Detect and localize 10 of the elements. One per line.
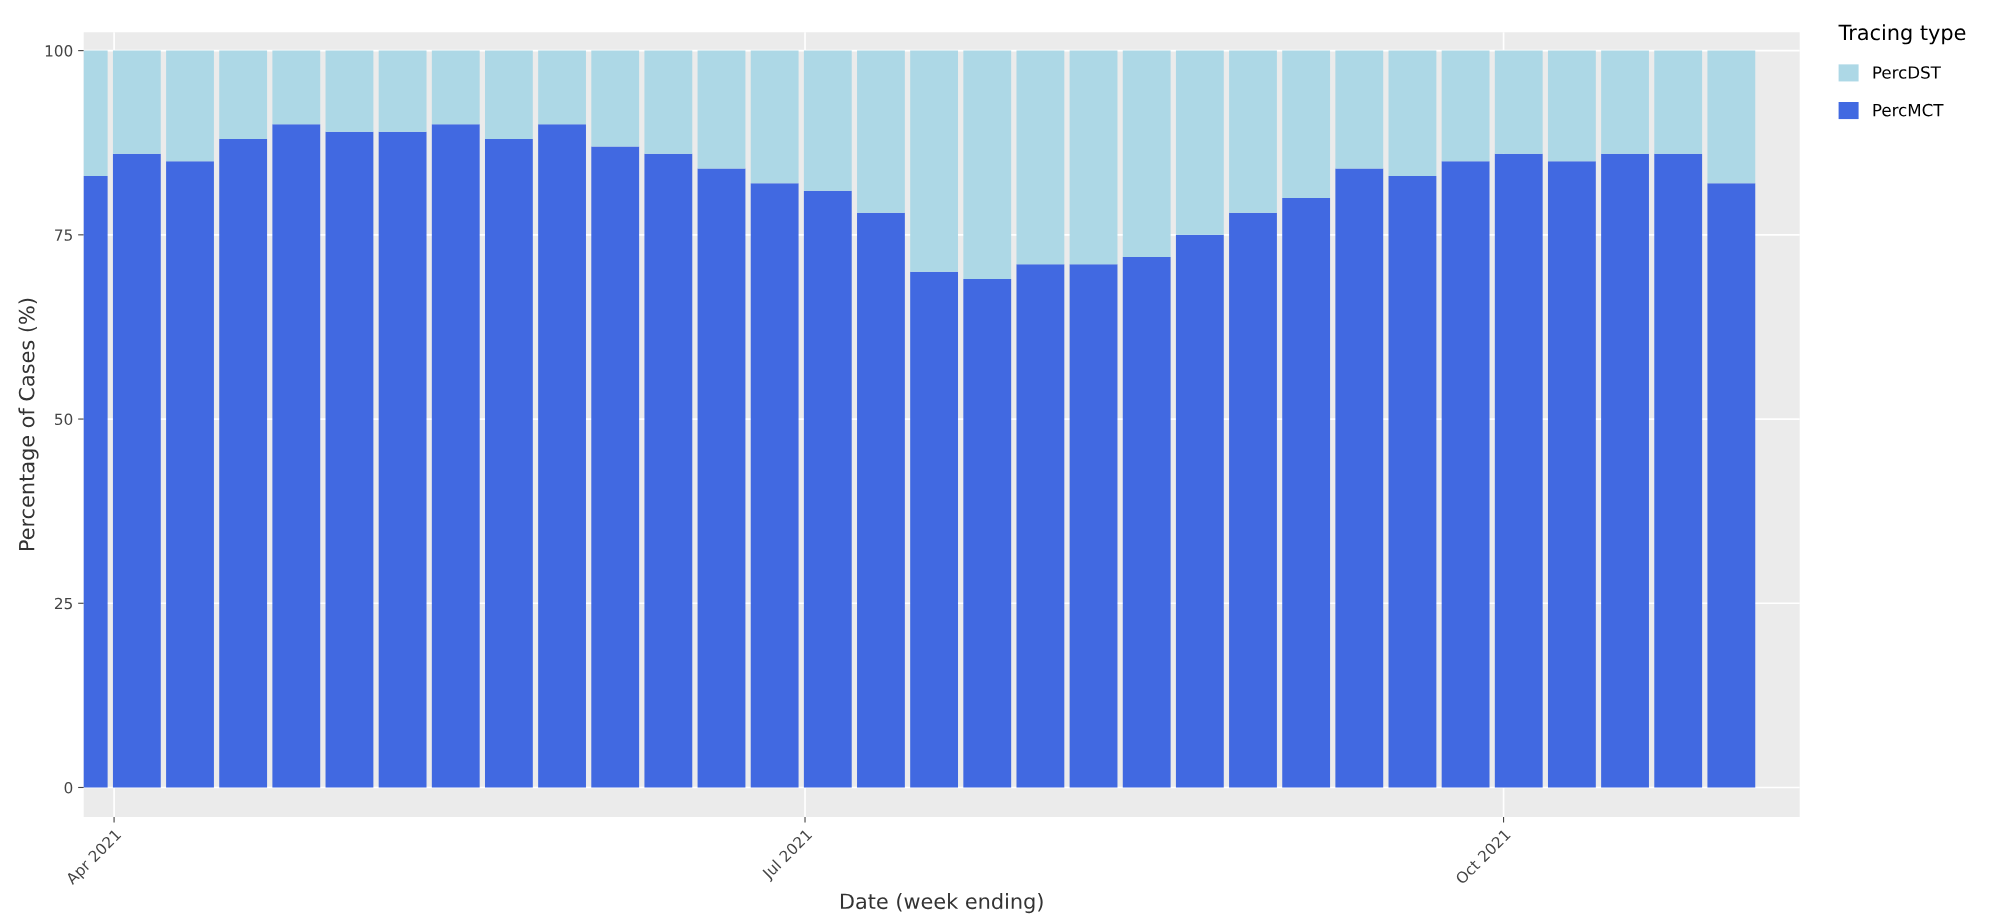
- y-tick-label: 50: [55, 413, 73, 426]
- legend-label: PercMCT: [1873, 103, 1944, 117]
- legend-label: PercDST: [1873, 66, 1941, 79]
- x-axis-title: Date (week ending): [840, 893, 1043, 914]
- y-tick-label: 100: [45, 45, 73, 57]
- y-tick-label: 0: [64, 781, 73, 794]
- y-tick-label: 75: [55, 229, 72, 241]
- legend-title: Tracing type: [1838, 24, 1966, 45]
- y-axis-title: Percentage of Cases (%): [18, 298, 39, 551]
- y-tick-label: 25: [54, 597, 72, 610]
